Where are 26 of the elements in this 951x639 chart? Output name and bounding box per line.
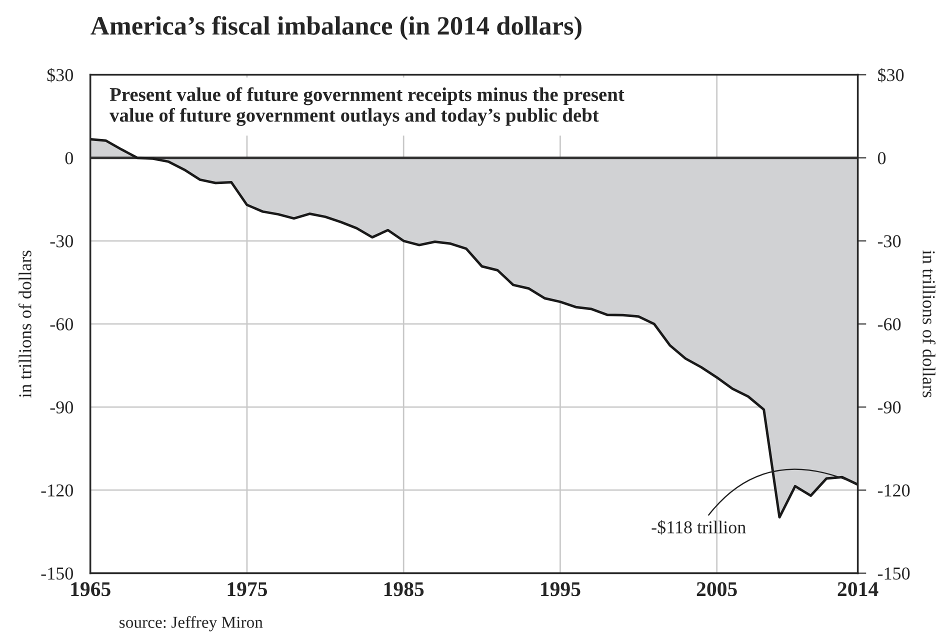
y2-axis-title: in trillions of dollars [922, 250, 936, 398]
y2-tick-label: -60 [878, 318, 901, 330]
x-tick-label: 2005 [696, 582, 737, 596]
y-tick-label: $30 [47, 68, 73, 82]
y2-tick-label: -150 [878, 567, 910, 580]
y-tick-label: 0 [65, 152, 73, 164]
y2-tick-label: 0 [878, 152, 886, 164]
annotation: -$118 trillion [652, 520, 746, 535]
y-tick-label: -30 [50, 235, 73, 248]
x-tick-label: 1995 [541, 582, 580, 596]
y-tick-label: -90 [50, 401, 73, 414]
y2-tick-label: -30 [878, 235, 901, 248]
x-tick-label: 1965 [71, 582, 110, 596]
chart-title: America’s fiscal imbalance (in 2014 dollars) [90, 16, 582, 40]
text: Present value of future government receipts minus the present value of future government outlays and today’s public debt [110, 87, 624, 126]
x-tick-label: 1985 [384, 582, 424, 596]
x-tick-label: 1975 [228, 582, 268, 596]
y2-tick-label: -120 [878, 484, 910, 497]
y2-tick-label: $30 [878, 68, 904, 82]
y-tick-label: -120 [41, 484, 73, 497]
y2-tick-label: -90 [878, 401, 901, 414]
y-axis-title: in trillions of dollars [18, 250, 32, 398]
y-tick-label: -150 [41, 567, 73, 580]
source-note: source: Jeffrey Miron [120, 616, 263, 632]
y-tick-label: -60 [50, 318, 73, 330]
x-tick-label: 2014 [838, 582, 878, 596]
